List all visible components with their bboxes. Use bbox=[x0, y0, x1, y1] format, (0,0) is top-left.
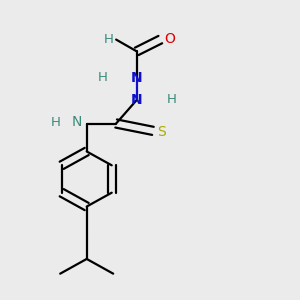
Text: H: H bbox=[103, 33, 113, 46]
Text: H: H bbox=[51, 116, 61, 128]
Text: N: N bbox=[72, 115, 82, 129]
Text: N: N bbox=[131, 71, 142, 85]
Text: H: H bbox=[167, 93, 177, 106]
Text: S: S bbox=[157, 125, 166, 139]
Text: N: N bbox=[131, 93, 142, 107]
Text: H: H bbox=[98, 71, 107, 84]
Text: O: O bbox=[164, 32, 175, 46]
